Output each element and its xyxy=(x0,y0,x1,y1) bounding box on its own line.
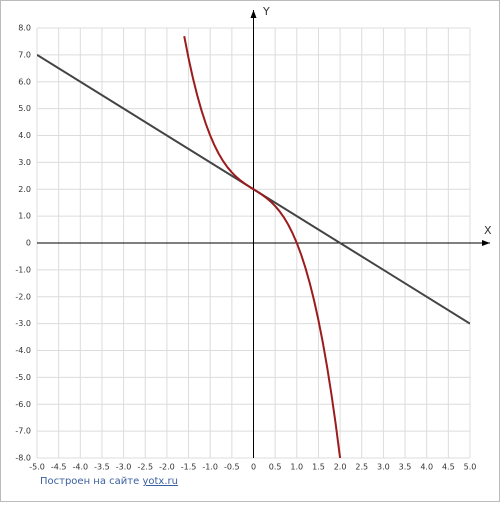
footer: Построен на сайте yotx.ru xyxy=(40,476,178,487)
y-tick-label: -7.0 xyxy=(15,427,31,436)
y-tick-label: -8.0 xyxy=(15,454,31,463)
y-tick-label: 0 xyxy=(26,239,31,248)
footer-link[interactable]: yotx.ru xyxy=(142,476,178,487)
x-tick-label: -5.0 xyxy=(29,463,45,472)
x-tick-label: 3.0 xyxy=(377,463,390,472)
x-tick-label: 5.0 xyxy=(464,463,477,472)
x-tick-label: 1.0 xyxy=(290,463,303,472)
y-tick-label: -1.0 xyxy=(15,265,31,274)
y-tick-label: 8.0 xyxy=(18,24,31,33)
x-axis-label: X xyxy=(484,224,492,237)
x-axis-arrow xyxy=(482,240,490,246)
y-tick-label: -3.0 xyxy=(15,319,31,328)
plot-area xyxy=(37,35,470,458)
y-tick-label: -4.0 xyxy=(15,346,31,355)
y-tick-label: -5.0 xyxy=(15,373,31,382)
y-tick-label: 2.0 xyxy=(18,185,31,194)
y-tick-label: 5.0 xyxy=(18,104,31,113)
axes: -5.0 -4.5 -4.0 -3.5 -3.0 -2.5 -2.0 -1.5 -1.0 -0.5… xyxy=(15,10,490,472)
x-tick-label: 4.5 xyxy=(442,463,455,472)
x-tick-label: -4.0 xyxy=(72,463,88,472)
y-tick-label: 3.0 xyxy=(18,158,31,167)
x-tick-label: -4.5 xyxy=(51,463,67,472)
x-tick-label: 0.5 xyxy=(269,463,282,472)
y-tick-label: -6.0 xyxy=(15,400,31,409)
x-tick-label: 2.5 xyxy=(355,463,368,472)
x-tick-label: -1.5 xyxy=(181,463,197,472)
y-tick-label: 7.0 xyxy=(18,50,31,59)
x-tick-label: 1.5 xyxy=(312,463,325,472)
x-tick-label: 3.5 xyxy=(399,463,412,472)
footer-text: Построен на сайте xyxy=(40,476,139,487)
x-tick-label: 0 xyxy=(251,463,256,472)
y-tick-label: 6.0 xyxy=(18,77,31,86)
x-tick-label: -3.0 xyxy=(116,463,132,472)
x-tick-label: 4.0 xyxy=(420,463,433,472)
x-tick-label: -3.5 xyxy=(94,463,110,472)
x-tick-label: -2.0 xyxy=(159,463,175,472)
y-axis-label: Y xyxy=(262,5,270,18)
x-tick-label: -2.5 xyxy=(137,463,153,472)
y-tick-label: 1.0 xyxy=(18,212,31,221)
y-tick-label: -2.0 xyxy=(15,292,31,301)
x-tick-label: -0.5 xyxy=(224,463,240,472)
x-tick-label: 2.0 xyxy=(334,463,347,472)
x-tick-label: -1.0 xyxy=(202,463,218,472)
y-axis-arrow xyxy=(250,10,257,18)
y-tick-label: 4.0 xyxy=(18,131,31,140)
series-line xyxy=(183,35,342,458)
